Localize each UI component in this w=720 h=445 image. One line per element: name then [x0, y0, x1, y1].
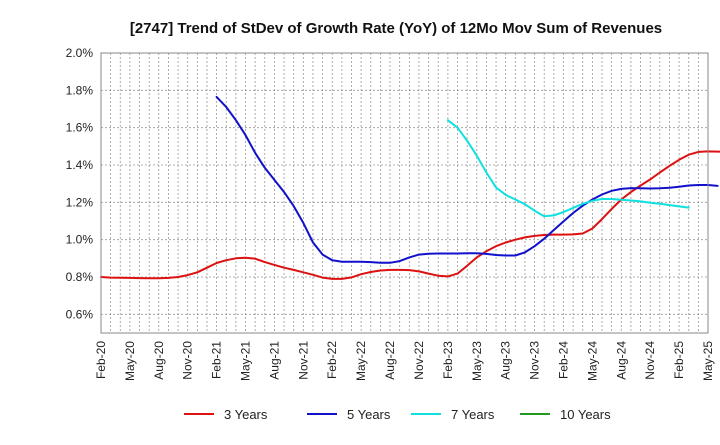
x-tick-label: Feb-25: [672, 341, 686, 379]
x-tick-label: Feb-20: [94, 341, 108, 379]
x-tick-label: Nov-21: [296, 341, 310, 380]
x-tick-label: May-20: [123, 341, 137, 381]
y-tick-label: 1.4%: [66, 158, 94, 172]
y-tick-label: 1.0%: [66, 233, 94, 247]
x-tick-label: May-25: [701, 341, 715, 381]
y-tick-labels: 0.6% 0.8% 1.0% 1.2% 1.4% 1.6% 1.8% 2.0%: [66, 46, 94, 321]
x-tick-labels: Feb-20 May-20 Aug-20 Nov-20 Feb-21 May-21 Aug-…: [94, 341, 715, 381]
x-tick-label: Nov-23: [528, 341, 542, 380]
legend-label-3-years: 3 Years: [224, 407, 268, 422]
x-tick-label: Feb-22: [325, 341, 339, 379]
x-tick-label: Aug-22: [383, 341, 397, 380]
grid-layer: [101, 52, 708, 333]
x-tick-label: Feb-21: [210, 341, 224, 379]
legend-label-7-years: 7 Years: [451, 407, 495, 422]
x-tick-label: Feb-24: [556, 341, 570, 379]
x-tick-label: Nov-22: [412, 341, 426, 380]
x-tick-label: May-24: [585, 341, 599, 381]
x-tick-label: May-21: [239, 341, 253, 381]
x-tick-label: Aug-24: [614, 341, 628, 380]
legend-label-10-years: 10 Years: [560, 407, 611, 422]
x-tick-label: Nov-20: [181, 341, 195, 380]
y-tick-label: 0.6%: [66, 307, 94, 321]
x-tick-label: Feb-23: [441, 341, 455, 379]
series-line-3-years: [100, 150, 720, 280]
x-tick-label: Nov-24: [643, 341, 657, 380]
chart-title: [2747] Trend of StDev of Growth Rate (Yo…: [130, 20, 662, 37]
series-line-5-years: [215, 95, 719, 264]
legend-label-5-years: 5 Years: [347, 407, 391, 422]
x-tick-label: Aug-23: [499, 341, 513, 380]
y-tick-label: 2.0%: [66, 46, 94, 60]
y-tick-label: 1.6%: [66, 121, 94, 135]
x-tick-label: May-22: [354, 341, 368, 381]
x-tick-label: Aug-20: [152, 341, 166, 380]
plot-frame: [100, 52, 709, 334]
legend: 3 Years 5 Years 7 Years 10 Years: [184, 407, 611, 422]
x-tick-label: May-23: [470, 341, 484, 381]
y-tick-label: 1.8%: [66, 83, 94, 97]
series-layer: [100, 95, 720, 280]
y-tick-label: 1.2%: [66, 195, 94, 209]
series-line-7-years: [446, 119, 690, 218]
x-tick-label: Aug-21: [267, 341, 281, 380]
y-tick-label: 0.8%: [66, 270, 94, 284]
